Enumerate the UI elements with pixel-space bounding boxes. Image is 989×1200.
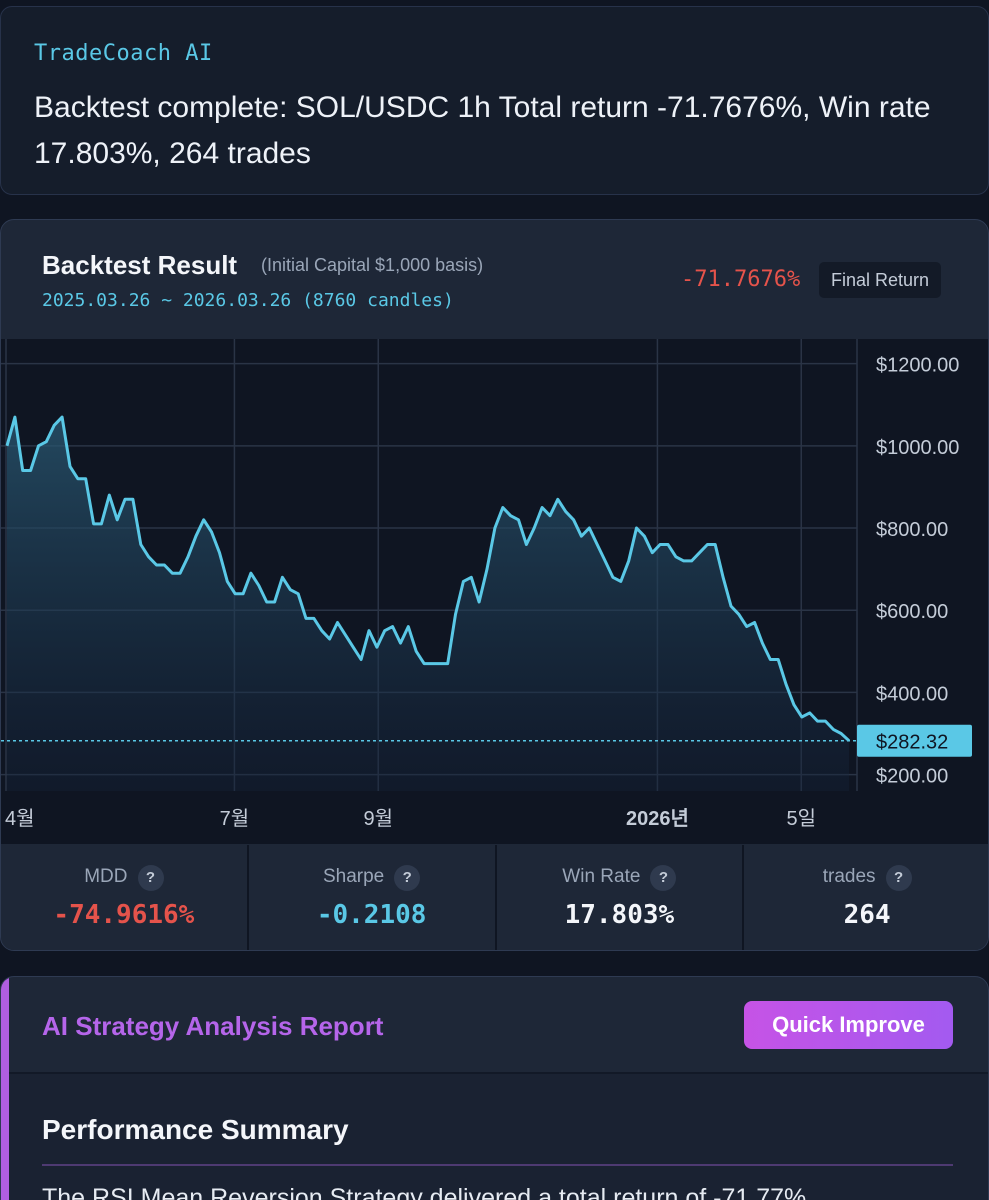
- stat-label: trades: [822, 866, 876, 887]
- performance-summary-title: Performance Summary: [42, 1114, 349, 1145]
- equity-area: [7, 417, 849, 791]
- stat-value: -74.9616%: [53, 900, 195, 930]
- result-subtitle: (Initial Capital $1,000 basis): [261, 255, 484, 275]
- report-accent-bar: [1, 977, 9, 1200]
- divider: [9, 1072, 988, 1074]
- report-title: AI Strategy Analysis Report: [42, 1011, 384, 1041]
- report-body: Performance Summary The RSI Mean Reversi…: [9, 1074, 988, 1200]
- x-tick-label: 5일: [786, 807, 816, 830]
- stat-value: 17.803%: [564, 900, 675, 930]
- message-sender: TradeCoach AI: [34, 41, 213, 66]
- y-tick-label: $200.00: [876, 766, 948, 788]
- x-tick-label: 7월: [220, 807, 250, 830]
- y-tick-label: $400.00: [876, 683, 948, 705]
- result-title: Backtest Result: [42, 250, 238, 280]
- y-tick-label: $1000.00: [876, 437, 959, 459]
- stat-label: MDD: [84, 866, 128, 887]
- message-text: Backtest complete: SOL/USDC 1h Total ret…: [34, 91, 931, 170]
- x-tick-label: 2026년: [626, 807, 689, 830]
- stat-label: Sharpe: [322, 866, 385, 887]
- stat-mdd: MDD? -74.9616%: [1, 845, 249, 950]
- equity-chart-svg: $1200.00 $1000.00 $800.00 $600.00 $400.00 $20…: [1, 339, 972, 830]
- assistant-message: TradeCoach AI Backtest complete: SOL/USD…: [0, 6, 989, 195]
- stat-win-rate: Win Rate? 17.803%: [496, 845, 745, 950]
- stat-label: Win Rate: [562, 866, 641, 887]
- equity-line: [5, 415, 851, 742]
- stats-row: MDD? -74.9616% Sharpe? -0.2108 Win Rate?…: [1, 845, 988, 950]
- stat-value: -0.2108: [316, 900, 427, 930]
- section-divider: [42, 1164, 953, 1166]
- quick-improve-button[interactable]: Quick Improve: [744, 1001, 953, 1049]
- last-value-badge: [857, 724, 972, 757]
- y-tick-label: $1200.00: [876, 355, 959, 377]
- performance-summary-text: The RSI Mean Reversion Strategy delivere…: [42, 1184, 807, 1200]
- y-tick-label: $600.00: [876, 601, 948, 623]
- last-value-label: $282.32: [876, 732, 948, 754]
- help-icon[interactable]: ?: [650, 865, 677, 891]
- help-icon[interactable]: ?: [137, 865, 164, 891]
- final-return-value: -71.7676%: [681, 267, 801, 292]
- x-tick-label: 9월: [363, 807, 393, 830]
- stat-trades: trades? 264: [744, 845, 988, 950]
- date-range: 2025.03.26 ~ 2026.03.26 (8760 candles): [42, 290, 454, 311]
- final-return-badge: Final Return: [819, 262, 942, 298]
- stat-value: 264: [843, 900, 891, 930]
- help-icon[interactable]: ?: [394, 865, 421, 891]
- y-tick-label: $800.00: [876, 519, 948, 541]
- ai-report-card: AI Strategy Analysis Report Quick Improv…: [0, 976, 989, 1200]
- equity-chart[interactable]: $1200.00 $1000.00 $800.00 $600.00 $400.00 $20…: [1, 339, 988, 844]
- x-tick-label: 4월: [5, 807, 35, 830]
- stat-sharpe: Sharpe? -0.2108: [248, 845, 497, 950]
- help-icon[interactable]: ?: [885, 865, 912, 891]
- backtest-result-card: Backtest Result (Initial Capital $1,000 …: [0, 219, 989, 951]
